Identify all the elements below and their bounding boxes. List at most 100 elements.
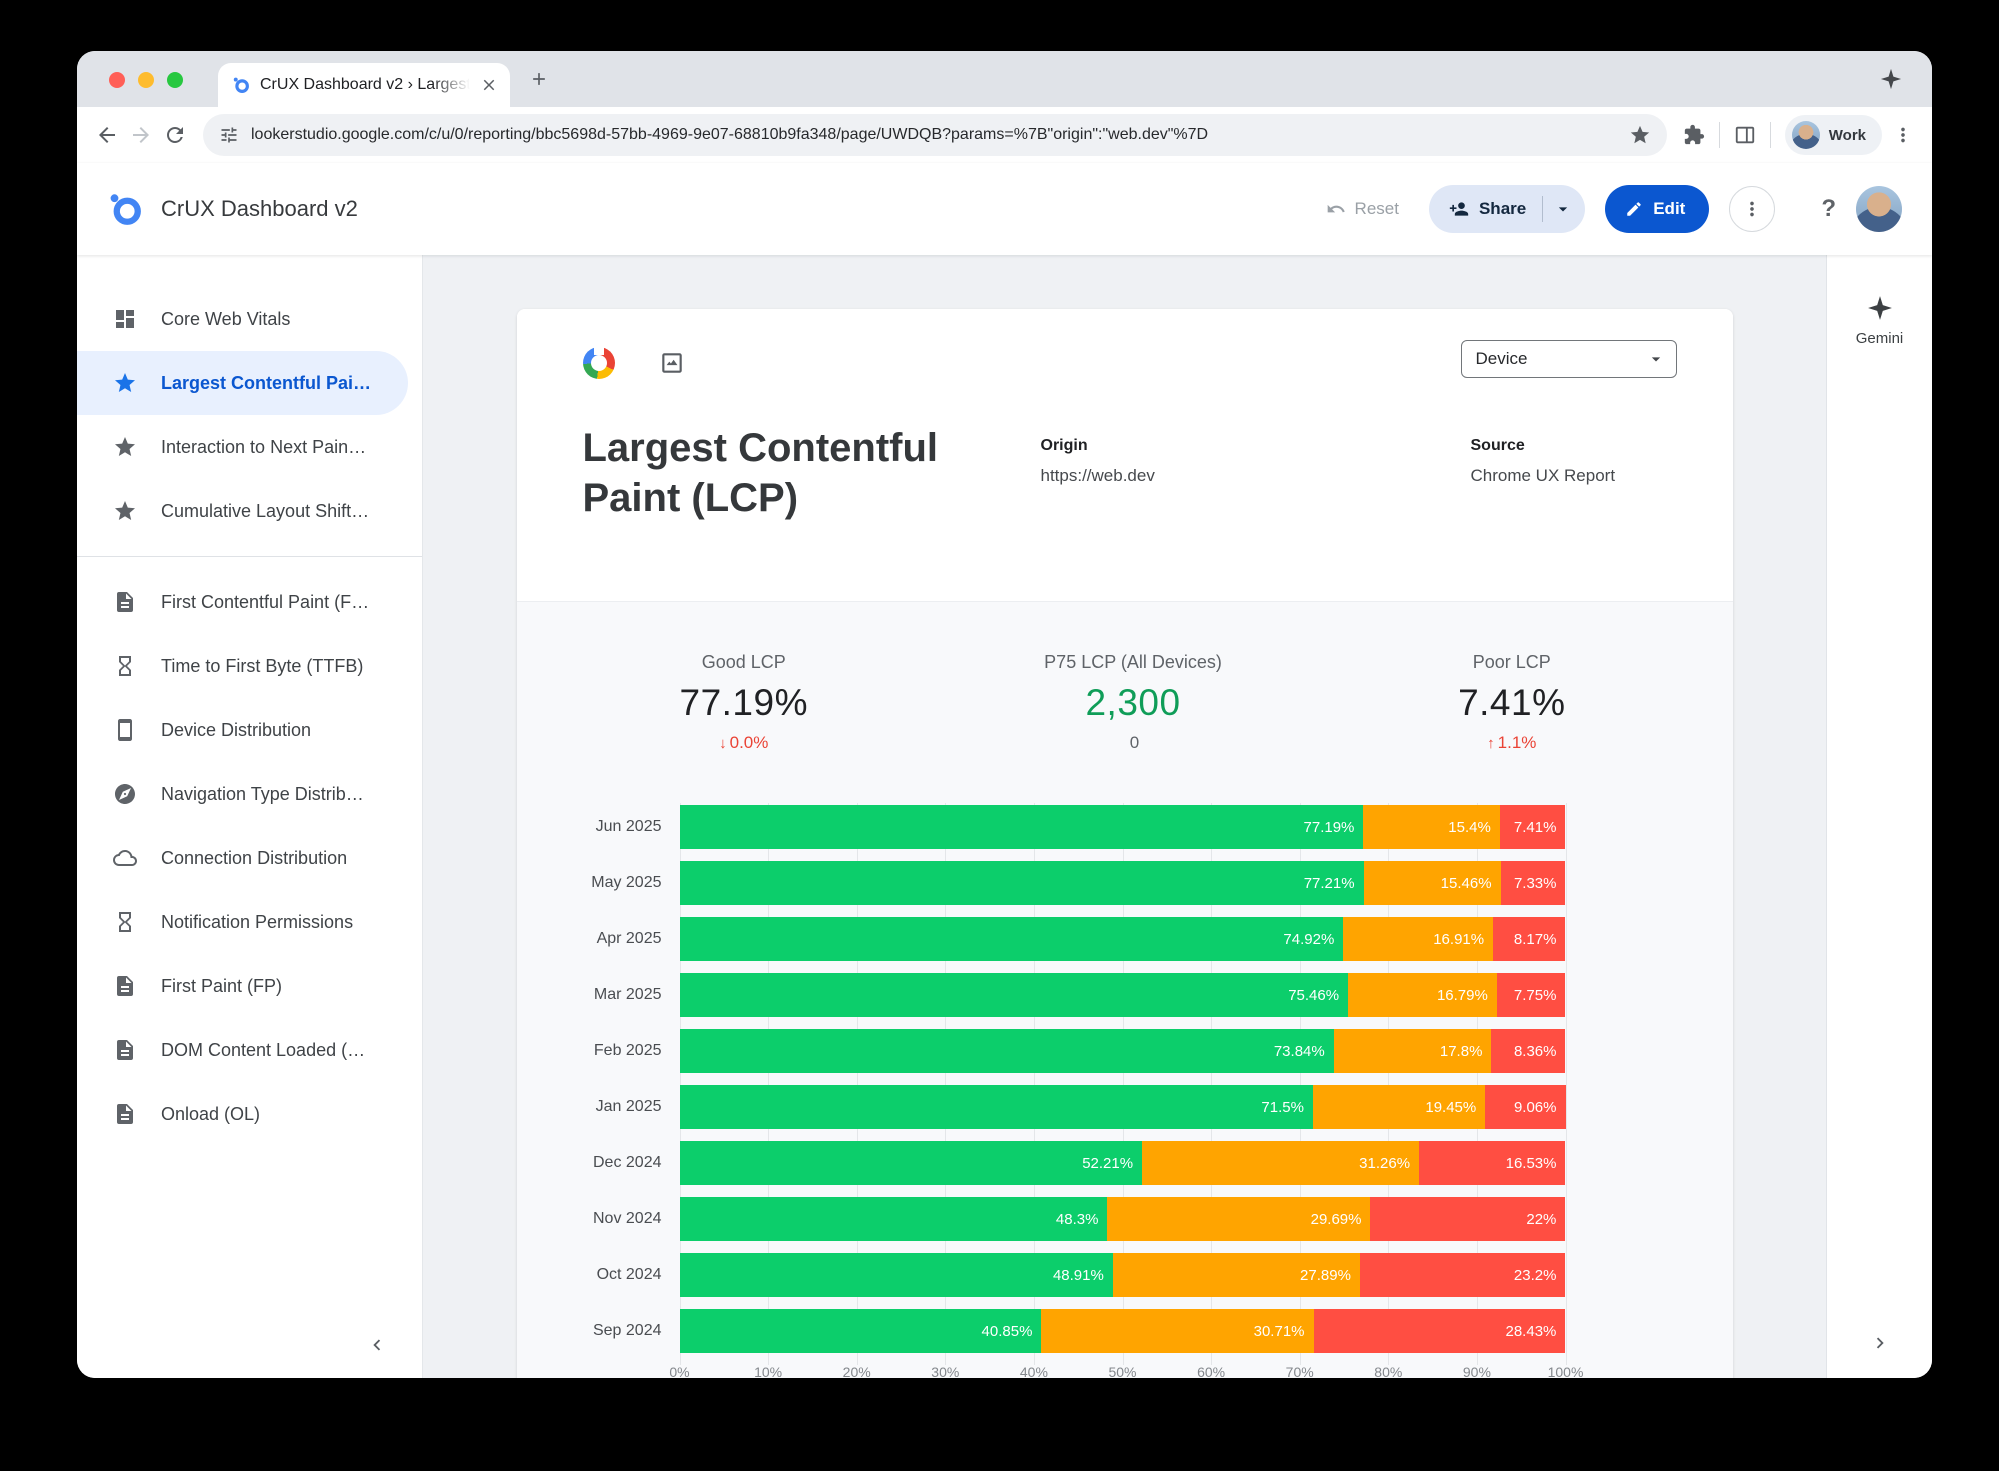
- chart-row: Dec 2024 52.21% 31.26% 16.53%: [517, 1135, 1733, 1191]
- panel-expand-icon[interactable]: [1869, 1332, 1891, 1354]
- bar-segment-good[interactable]: 77.19%: [679, 805, 1364, 849]
- bar-segment-needs-improvement[interactable]: 31.26%: [1142, 1141, 1420, 1185]
- y-axis-label: Jan 2025: [595, 1098, 662, 1115]
- bar-segment-poor[interactable]: 16.53%: [1419, 1141, 1566, 1185]
- device-filter-label: Device: [1475, 349, 1528, 368]
- x-axis-tick: 60%: [1197, 1364, 1226, 1378]
- bar-segment-needs-improvement[interactable]: 15.4%: [1363, 805, 1500, 849]
- bar-segment-poor[interactable]: 8.36%: [1491, 1029, 1566, 1073]
- app-header: CrUX Dashboard v2 Reset Share Edit: [77, 163, 1932, 255]
- bar-segment-good[interactable]: 74.92%: [679, 917, 1344, 961]
- forward-icon[interactable]: [129, 123, 153, 147]
- bar-segment-poor[interactable]: 23.2%: [1359, 1253, 1566, 1297]
- tab-close-icon[interactable]: [480, 76, 498, 94]
- sidebar-item[interactable]: Time to First Byte (TTFB): [77, 634, 422, 698]
- bar-segment-needs-improvement[interactable]: 17.8%: [1333, 1029, 1492, 1073]
- looker-studio-favicon: [232, 76, 250, 94]
- sidebar-item[interactable]: Device Distribution: [77, 698, 422, 762]
- report-page-sidebar: Core Web Vitals Largest Contentful Pai… In…: [77, 255, 423, 1378]
- edit-button[interactable]: Edit: [1605, 185, 1710, 233]
- bar-segment-good[interactable]: 73.84%: [679, 1029, 1334, 1073]
- gemini-sparkle-icon[interactable]: [1867, 295, 1893, 321]
- sidebar-item[interactable]: Notification Permissions: [77, 890, 422, 954]
- sidebar-item[interactable]: Navigation Type Distrib…: [77, 762, 422, 826]
- bar-segment-poor[interactable]: 7.75%: [1496, 973, 1566, 1017]
- stacked-bar: 48.91% 27.89% 23.2%: [679, 1253, 1566, 1297]
- tab-organize-icon[interactable]: [1880, 68, 1902, 90]
- back-icon[interactable]: [95, 123, 119, 147]
- bar-segment-good[interactable]: 48.91%: [679, 1253, 1113, 1297]
- sidebar-item[interactable]: First Paint (FP): [77, 954, 422, 1018]
- sidebar-item[interactable]: Connection Distribution: [77, 826, 422, 890]
- browser-tab[interactable]: CrUX Dashboard v2 › Largest: [218, 63, 510, 107]
- bar-segment-needs-improvement[interactable]: 30.71%: [1041, 1309, 1314, 1353]
- source-label: Source: [1470, 437, 1525, 454]
- bar-segment-needs-improvement[interactable]: 16.79%: [1348, 973, 1497, 1017]
- sidebar-divider: [77, 556, 422, 557]
- chart-row: Feb 2025 73.84% 17.8% 8.36%: [517, 1023, 1733, 1079]
- bar-segment-needs-improvement[interactable]: 15.46%: [1363, 861, 1501, 905]
- bar-segment-poor[interactable]: 9.06%: [1485, 1085, 1566, 1129]
- site-settings-icon[interactable]: [219, 125, 239, 145]
- chart-gridlines: [679, 803, 1567, 1365]
- minimize-window-button[interactable]: [138, 72, 154, 88]
- browser-toolbar: lookerstudio.google.com/c/u/0/reporting/…: [77, 107, 1932, 163]
- bar-segment-poor[interactable]: 28.43%: [1313, 1309, 1566, 1353]
- bar-segment-poor[interactable]: 7.33%: [1500, 861, 1566, 905]
- maximize-window-button[interactable]: [167, 72, 183, 88]
- sidebar-item[interactable]: First Contentful Paint (F…: [77, 570, 422, 634]
- sidebar-item[interactable]: Onload (OL): [77, 1082, 422, 1146]
- compass-icon: [113, 782, 137, 806]
- sidebar-item[interactable]: Core Web Vitals: [77, 287, 422, 351]
- window-controls: [109, 72, 183, 88]
- bar-segment-poor[interactable]: 8.17%: [1493, 917, 1566, 961]
- user-avatar[interactable]: [1856, 186, 1902, 232]
- url-bar[interactable]: lookerstudio.google.com/c/u/0/reporting/…: [203, 114, 1667, 156]
- bar-segment-poor[interactable]: 22%: [1370, 1197, 1566, 1241]
- gridline: [1033, 803, 1035, 1365]
- sidebar-item[interactable]: Cumulative Layout Shift…: [77, 479, 422, 543]
- x-axis-tick: 30%: [931, 1364, 960, 1378]
- bar-segment-needs-improvement[interactable]: 16.91%: [1343, 917, 1494, 961]
- bar-segment-good[interactable]: 52.21%: [679, 1141, 1143, 1185]
- doc-icon: [113, 974, 137, 998]
- browser-profile-button[interactable]: Work: [1784, 115, 1882, 155]
- star-icon: [113, 499, 137, 523]
- browser-menu-icon[interactable]: [1892, 124, 1914, 146]
- gridline: [1122, 803, 1124, 1365]
- sidebar-item-label: Onload (OL): [161, 1103, 261, 1124]
- bar-segment-needs-improvement[interactable]: 27.89%: [1112, 1253, 1360, 1297]
- sidebar-collapse-icon[interactable]: [366, 1334, 388, 1356]
- chart-row: Oct 2024 48.91% 27.89% 23.2%: [517, 1247, 1733, 1303]
- reset-button[interactable]: Reset: [1316, 199, 1409, 219]
- share-dropdown[interactable]: [1542, 196, 1585, 222]
- help-icon[interactable]: ?: [1821, 195, 1836, 222]
- device-filter-dropdown[interactable]: Device: [1460, 340, 1677, 378]
- bar-segment-good[interactable]: 77.21%: [679, 861, 1364, 905]
- sidebar-item-label: Largest Contentful Pai…: [161, 372, 372, 393]
- bar-segment-good[interactable]: 75.46%: [679, 973, 1349, 1017]
- share-button[interactable]: Share: [1428, 185, 1586, 233]
- new-tab-button[interactable]: [529, 69, 549, 89]
- more-options-button[interactable]: [1729, 186, 1776, 232]
- extensions-icon[interactable]: [1683, 124, 1705, 146]
- bar-segment-good[interactable]: 48.3%: [679, 1197, 1108, 1241]
- side-panel-icon[interactable]: [1734, 124, 1756, 146]
- lcp-stacked-bar-chart: Jun 2025 77.19% 15.4% 7.41% May 2025 77.21% 15…: [517, 799, 1733, 1378]
- bar-segment-good[interactable]: 40.85%: [679, 1309, 1042, 1353]
- close-window-button[interactable]: [109, 72, 125, 88]
- x-axis-tick: 0%: [669, 1364, 690, 1378]
- bar-segment-needs-improvement[interactable]: 29.69%: [1107, 1197, 1371, 1241]
- reload-icon[interactable]: [163, 123, 187, 147]
- bar-segment-poor[interactable]: 7.41%: [1499, 805, 1566, 849]
- bookmark-star-icon[interactable]: [1629, 124, 1651, 146]
- bar-segment-needs-improvement[interactable]: 19.45%: [1312, 1085, 1486, 1129]
- sidebar-item-label: Core Web Vitals: [161, 308, 291, 329]
- sidebar-item[interactable]: DOM Content Loaded (…: [77, 1018, 422, 1082]
- sidebar-item[interactable]: Interaction to Next Pain…: [77, 415, 422, 479]
- scorecard-label: Poor LCP: [1472, 652, 1551, 672]
- bar-segment-good[interactable]: 71.5%: [679, 1085, 1313, 1129]
- gridline: [1299, 803, 1301, 1365]
- tab-strip: CrUX Dashboard v2 › Largest: [77, 51, 1932, 107]
- sidebar-item[interactable]: Largest Contentful Pai…: [77, 351, 408, 415]
